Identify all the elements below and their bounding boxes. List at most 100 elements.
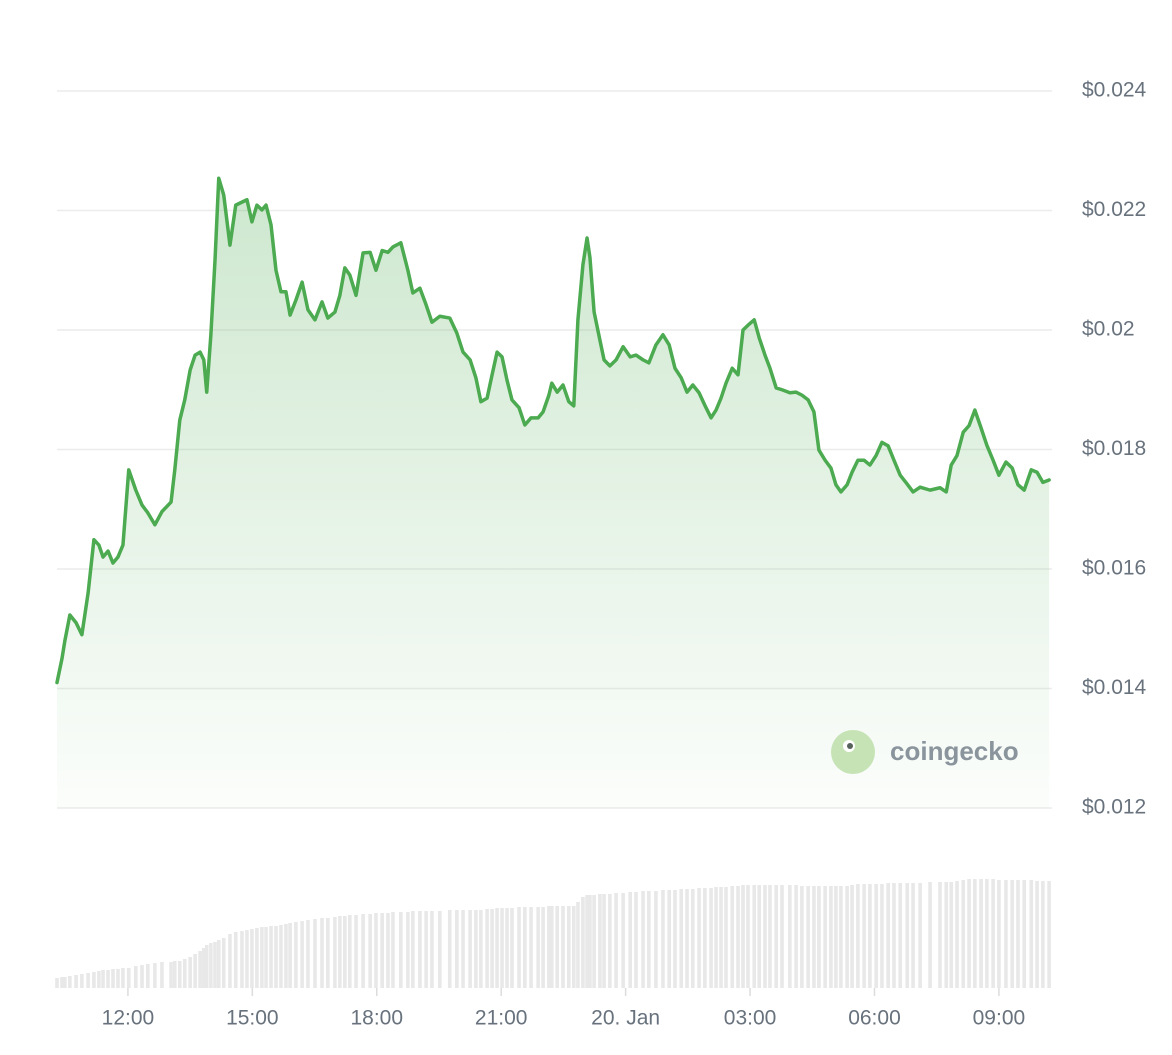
volume-bar — [697, 888, 701, 988]
volume-bar — [510, 908, 514, 988]
y-tick-label: $0.022 — [1082, 198, 1146, 221]
volume-bar — [812, 886, 816, 988]
volume-bar — [406, 912, 410, 988]
volume-bar — [74, 975, 78, 988]
volume-bar — [326, 918, 330, 988]
volume-bar — [202, 948, 206, 988]
volume-bar — [719, 887, 723, 988]
volume-bar — [1029, 880, 1034, 988]
volume-bar — [260, 927, 264, 988]
volume-bar — [1004, 880, 1008, 988]
volume-bar — [172, 961, 177, 988]
volume-bar — [505, 908, 509, 988]
watermark: coingecko — [831, 730, 1019, 774]
volume-bar — [800, 886, 804, 988]
volume-bar — [418, 911, 422, 988]
volume-bar — [288, 923, 292, 988]
volume-bar — [823, 886, 827, 988]
volume-bar — [348, 915, 352, 988]
volume-bar — [598, 894, 602, 988]
volume-bar — [547, 906, 551, 988]
volume-bar — [97, 971, 101, 988]
volume-bar — [160, 962, 164, 988]
volume-bar — [555, 906, 559, 988]
volume-bar — [918, 883, 922, 988]
y-tick-label: $0.016 — [1082, 557, 1146, 580]
volume-bar — [862, 884, 866, 988]
volume-bar — [228, 934, 232, 988]
volume-bar — [106, 970, 110, 988]
volume-bar — [839, 886, 843, 988]
watermark-text: coingecko — [890, 736, 1019, 766]
volume-bar — [479, 910, 483, 988]
volume-bar — [763, 885, 767, 988]
price-area — [57, 178, 1050, 809]
volume-bar — [177, 961, 182, 988]
volume-bar — [438, 911, 442, 988]
volume-bar — [424, 911, 428, 988]
volume-bar — [269, 926, 273, 988]
volume-bar — [588, 895, 592, 988]
volume-bar — [667, 890, 671, 988]
volume-bar — [768, 885, 772, 988]
volume-bar — [92, 972, 96, 988]
volume-bar — [788, 885, 792, 988]
volume-bar — [213, 942, 217, 988]
volume-bar — [1022, 880, 1027, 988]
volume-bar — [938, 882, 942, 988]
volume-bar — [86, 973, 90, 988]
volume-bar — [714, 887, 718, 988]
volume-bar — [216, 940, 221, 988]
volume-bar — [661, 890, 665, 988]
volume-bar — [294, 922, 298, 988]
volume-bar — [313, 919, 317, 988]
x-tick-label: 20. Jan — [591, 1007, 660, 1030]
volume-bar — [333, 917, 337, 988]
volume-bar — [774, 885, 778, 988]
volume-bar — [780, 885, 784, 988]
volume-bar — [829, 886, 833, 988]
volume-bar — [361, 914, 365, 988]
volume-bar — [233, 932, 238, 988]
volume-bar — [140, 965, 144, 988]
volume-bar — [517, 907, 521, 988]
volume-bar — [1035, 881, 1039, 988]
volume-bar — [255, 928, 259, 988]
volume-bar — [673, 890, 677, 988]
volume-bar — [198, 951, 202, 988]
volume-bar — [834, 886, 838, 988]
price-line — [55, 176, 1051, 685]
volume-bar — [1041, 881, 1045, 988]
volume-bar — [182, 959, 187, 988]
volume-bar — [911, 883, 915, 988]
volume-bar — [455, 910, 459, 988]
volume-bar — [60, 977, 64, 988]
volume-bar — [523, 907, 527, 988]
volume-bar — [892, 883, 896, 988]
watermark-logo-pupil — [847, 743, 853, 749]
volume-bar — [116, 969, 120, 988]
volume-bar — [399, 912, 403, 988]
volume-bar — [500, 908, 504, 988]
volume-bar — [752, 885, 757, 988]
x-tick-label: 03:00 — [724, 1007, 777, 1030]
x-tick-label: 12:00 — [102, 1007, 155, 1030]
volume-bar — [961, 880, 966, 988]
volume-bar — [621, 893, 625, 988]
volume-bar — [576, 902, 580, 988]
volume-bar — [724, 887, 728, 988]
volume-bar — [898, 883, 902, 988]
volume-bar — [944, 882, 949, 988]
volume-bar — [240, 931, 244, 988]
volume-bar — [679, 889, 684, 988]
y-tick-label: $0.012 — [1082, 796, 1146, 819]
volume-bar — [68, 976, 72, 988]
volume-bar — [368, 914, 372, 988]
watermark-logo — [831, 730, 875, 774]
volume-bar — [886, 883, 890, 988]
volume-bar — [134, 966, 138, 988]
volume-bar — [63, 977, 67, 988]
volume-bar — [561, 906, 565, 988]
